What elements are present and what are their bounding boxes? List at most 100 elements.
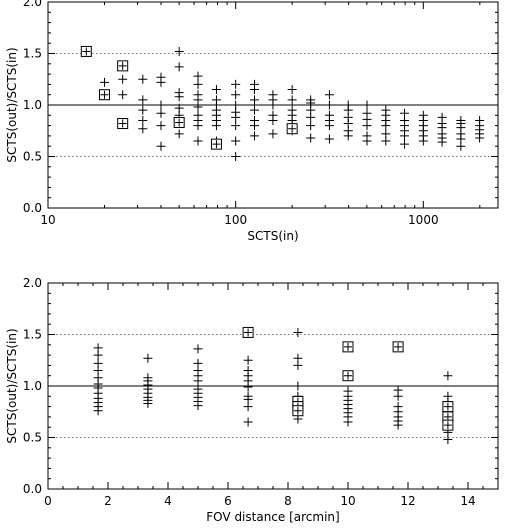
data-point <box>362 100 372 110</box>
boxed-data-point <box>342 341 354 353</box>
axes: 0.0 0.5 1.0 1.5 2.0 0 2 4 6 8 10 12 14 <box>23 276 499 508</box>
y-tick-label: 2.0 <box>23 0 42 9</box>
data-point <box>393 420 403 430</box>
data-point <box>243 355 253 365</box>
data-point <box>211 85 221 95</box>
y-tick-label: 0.0 <box>23 482 42 496</box>
data-point <box>156 108 166 118</box>
boxed-data-point <box>210 138 222 150</box>
data-point <box>231 152 241 161</box>
data-point <box>456 141 466 151</box>
boxed-data-point <box>442 401 454 413</box>
data-point <box>193 79 203 89</box>
data-point <box>249 105 259 115</box>
x-tick-label: 0 <box>44 494 52 508</box>
x-tick-label: 100 <box>224 213 247 227</box>
data-point <box>287 95 297 105</box>
y-tick-label: 1.0 <box>23 98 42 112</box>
data-point <box>443 371 453 381</box>
data-point <box>343 417 353 427</box>
y-tick-label: 1.0 <box>23 379 42 393</box>
x-tick-label: 1000 <box>408 213 439 227</box>
boxed-data-point <box>117 118 129 130</box>
data-point <box>138 105 148 115</box>
boxed-data-point <box>173 117 185 129</box>
data-point <box>231 121 241 131</box>
data-point <box>174 62 184 72</box>
x-tick-label: 14 <box>460 494 475 508</box>
data-point <box>211 121 221 131</box>
data-point <box>138 124 148 134</box>
data-point <box>293 360 303 370</box>
data-point <box>156 100 166 110</box>
chart-counts-ratio: 0.0 0.5 1.0 1.5 2.0 10 100 1000 SCTS(in) SCTS(o… <box>5 0 499 243</box>
boxed-data-point <box>286 123 298 135</box>
y-tick-label: 2.0 <box>23 276 42 290</box>
data-point <box>193 136 203 146</box>
data-point <box>243 382 253 392</box>
y-tick-label: 0.5 <box>23 431 42 445</box>
y-tick-label: 1.5 <box>23 328 42 342</box>
data-point <box>93 350 103 360</box>
boxed-data-point <box>292 405 304 417</box>
data-point <box>475 133 485 143</box>
x-tick-label: 4 <box>164 494 172 508</box>
data-point <box>143 399 153 409</box>
data-point <box>231 112 241 122</box>
data-point <box>156 141 166 151</box>
data-point <box>400 131 410 141</box>
data-point <box>306 112 316 122</box>
y-axis-label: SCTS(out)/SCTS(in) <box>5 47 19 162</box>
data-point <box>418 136 428 146</box>
data-point <box>249 95 259 105</box>
boxed-data-point <box>98 89 110 101</box>
data-points <box>93 326 454 445</box>
x-tick-label: 10 <box>340 494 355 508</box>
data-point <box>362 121 372 131</box>
data-point <box>118 74 128 84</box>
data-point <box>249 131 259 141</box>
data-point <box>249 85 259 95</box>
boxed-data-point <box>117 60 129 72</box>
boxed-data-point <box>242 326 254 338</box>
data-point <box>174 129 184 139</box>
data-point <box>174 46 184 56</box>
data-point <box>99 77 109 87</box>
data-point <box>193 102 203 112</box>
y-tick-label: 1.5 <box>23 47 42 61</box>
data-point <box>293 327 303 337</box>
data-point <box>268 129 278 139</box>
data-point <box>143 353 153 363</box>
data-point <box>306 133 316 143</box>
data-point <box>193 401 203 411</box>
boxed-data-point <box>442 419 454 431</box>
y-tick-label: 0.5 <box>23 150 42 164</box>
data-point <box>381 136 391 146</box>
data-point <box>156 121 166 131</box>
x-tick-label: 6 <box>224 494 232 508</box>
data-point <box>193 71 203 81</box>
data-point <box>381 121 391 131</box>
boxed-data-point <box>80 45 92 57</box>
data-point <box>324 100 334 110</box>
data-point <box>174 92 184 102</box>
data-point <box>156 77 166 87</box>
data-point <box>138 115 148 125</box>
x-axis-label: FOV distance [arcmin] <box>206 510 339 524</box>
data-point <box>443 435 453 445</box>
data-point <box>437 137 447 147</box>
data-point <box>138 74 148 84</box>
data-point <box>393 391 403 401</box>
y-tick-label: 0.0 <box>23 201 42 215</box>
y-axis-label: SCTS(out)/SCTS(in) <box>5 328 19 443</box>
x-tick-label: 8 <box>284 494 292 508</box>
data-point <box>293 381 303 391</box>
data-point <box>287 85 297 95</box>
x-axis-label: SCTS(in) <box>247 229 298 243</box>
x-tick-label: 2 <box>104 494 112 508</box>
data-point <box>138 95 148 105</box>
data-point <box>193 344 203 354</box>
data-point <box>343 131 353 141</box>
data-point <box>93 406 103 416</box>
